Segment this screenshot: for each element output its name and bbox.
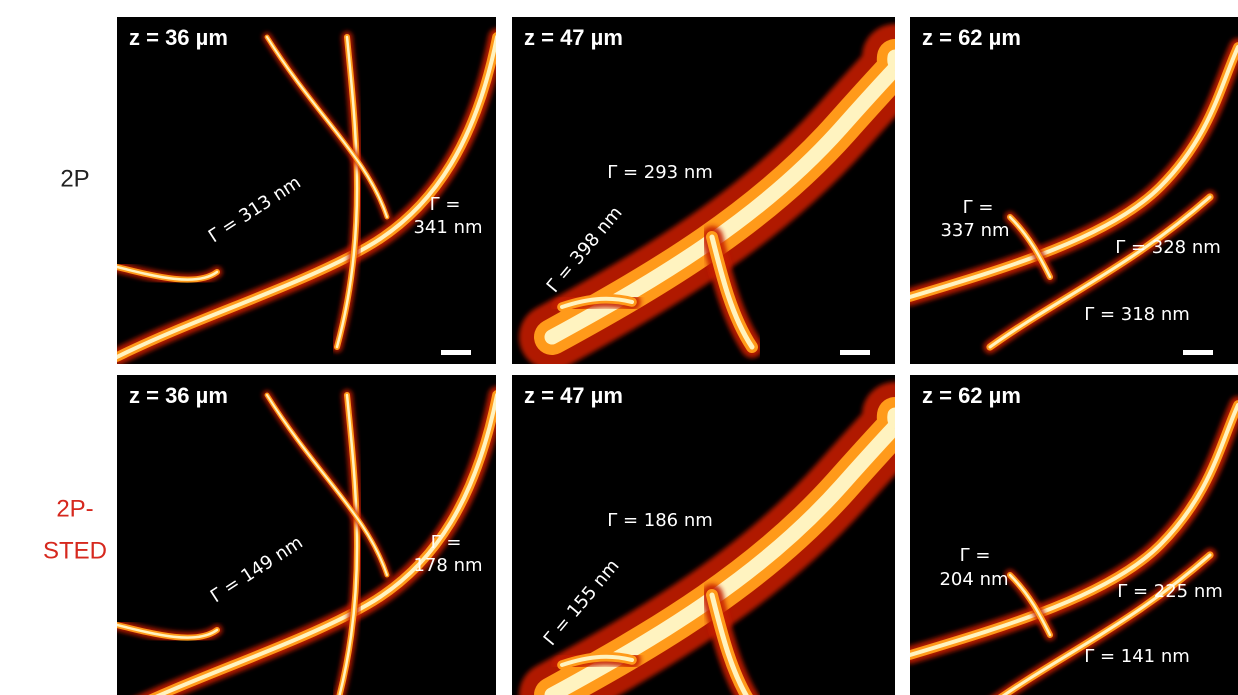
annotation: 178 nm <box>413 555 482 576</box>
scale-bar <box>1183 350 1213 355</box>
depth-label: z = 36 µm <box>129 25 228 50</box>
image-panel: z = 47 µmΓ = 186 nmΓ = 155 nm <box>512 375 898 695</box>
scale-bar <box>441 350 471 355</box>
annotation: Γ = 186 nm <box>607 510 713 531</box>
annotation: Γ = 293 nm <box>607 162 713 183</box>
annotation: Γ = <box>431 532 462 553</box>
scale-bar <box>840 350 870 355</box>
annotation: Γ = 141 nm <box>1084 646 1190 667</box>
depth-label: z = 47 µm <box>524 25 623 50</box>
image-panel: z = 62 µm Γ = 204 nm Γ = 225 nm Γ = 141 nm <box>910 375 1238 695</box>
annotation: Γ = 225 nm <box>1117 581 1223 602</box>
annotation: Γ = <box>430 194 461 215</box>
annotation: Γ = 318 nm <box>1084 304 1190 325</box>
image-panel: z = 62 µm Γ =337 nm Γ = 328 nm Γ = 318 nm <box>910 17 1238 364</box>
row-label: STED <box>43 537 107 564</box>
depth-label: z = 62 µm <box>922 25 1021 50</box>
annotation: Γ = 328 nm <box>1115 237 1221 258</box>
annotation: Γ = <box>960 545 991 566</box>
depth-label: z = 62 µm <box>922 383 1021 408</box>
image-panel: z = 47 µmΓ = 293 nmΓ = 398 nm <box>512 17 898 364</box>
annotation: Γ = <box>963 197 994 218</box>
row-label: 2P <box>60 165 89 192</box>
annotation: 204 nm <box>939 569 1008 590</box>
annotation: 337 nm <box>940 220 1009 241</box>
page: {"row_labels": [["2P"], ["2P-", "STED"]]… <box>0 0 1238 695</box>
figure: 2P2P-STEDz = 36 µmΓ = 313 nmΓ =341 nmz =… <box>0 0 1238 695</box>
depth-label: z = 47 µm <box>524 383 623 408</box>
row-label: 2P- <box>56 495 93 522</box>
depth-label: z = 36 µm <box>129 383 228 408</box>
annotation: 341 nm <box>413 217 482 238</box>
